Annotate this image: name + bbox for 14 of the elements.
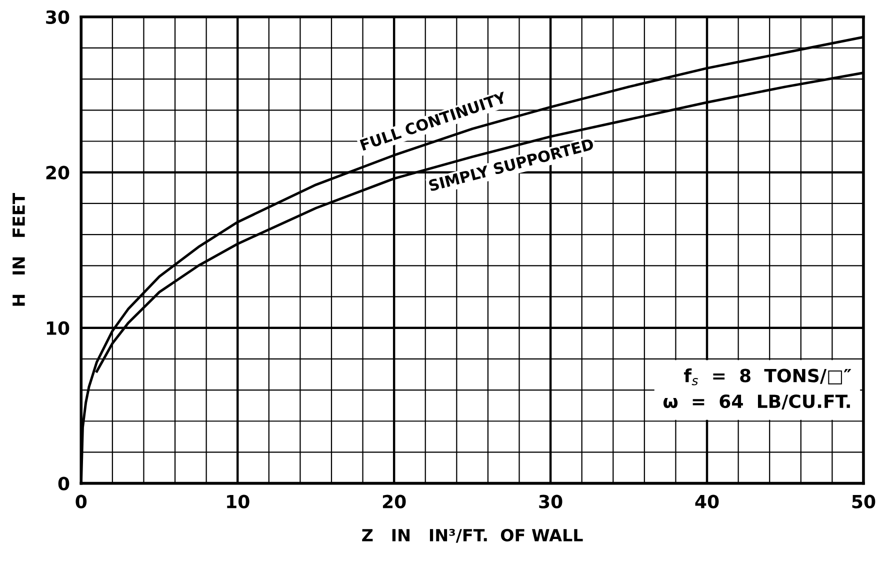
annotation: ω = 64 LB/CU.FT. [663,394,850,410]
x-tick-label: 30 [539,494,562,508]
y-tick-label: 0 [58,476,70,490]
x-tick-label: 50 [852,494,876,508]
x-tick-label: 20 [382,494,406,508]
x-tick-label: 0 [76,494,87,508]
x-tick-label: 10 [227,494,250,508]
x-tick-label: 40 [695,494,719,508]
y-tick-label: 10 [46,321,70,335]
y-axis-title: H IN FEET [12,192,25,306]
y-tick-label: 20 [46,166,70,180]
y-tick-label: 30 [46,10,70,24]
text: f$_{s}$ = 8 TONS/□″ [684,368,852,386]
x-axis-title: Z IN IN³/FT. OF WALL [362,528,583,543]
